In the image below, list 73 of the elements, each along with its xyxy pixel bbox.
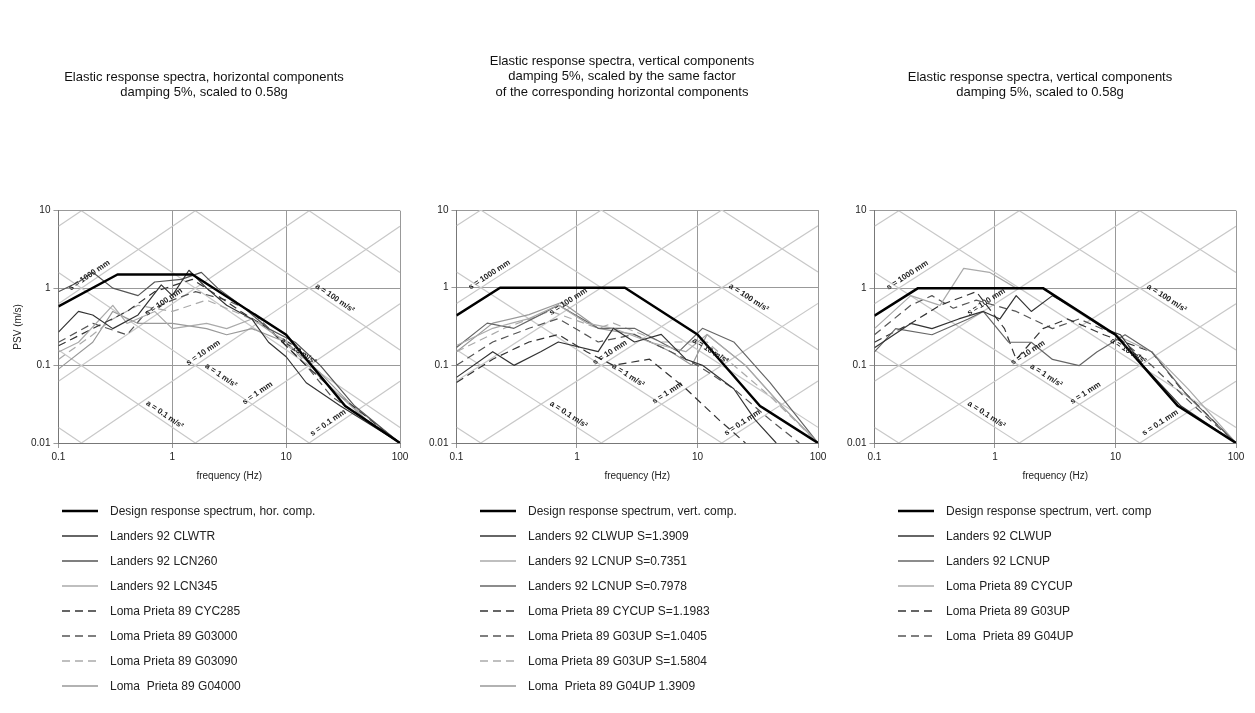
y-tick-label: 0.01 (30, 436, 51, 448)
annotation: s = 100 mm (965, 286, 1007, 318)
legend-label: Loma Prieta 89 G03UP S=1.0405 (528, 628, 707, 643)
annotation: s = 0.1 mm (308, 407, 348, 438)
annotation: a = 0.1 m/s² (548, 398, 590, 431)
annotation: a = 0.1 m/s² (144, 398, 186, 431)
legend-label: Loma Prieta 89 G04000 (110, 678, 241, 693)
annotation: s = 0.1 mm (1140, 407, 1180, 438)
x-tick-label: 0.1 (51, 450, 66, 462)
x-tick-label: 0.1 (867, 450, 882, 462)
legend-label: Loma Prieta 89 G04UP 1.3909 (528, 678, 696, 693)
legend-label: Design response spectrum, vert. comp. (528, 503, 737, 518)
x-axis-title: frequency (Hz) (196, 469, 263, 481)
y-tick-label: 10 (39, 204, 51, 216)
legend-label: Loma Prieta 89 G03090 (110, 653, 238, 668)
annotation: s = 1 mm (1068, 379, 1103, 406)
legend-label: Landers 92 LCN260 (110, 553, 218, 568)
legend-label: Landers 92 LCNUP (946, 553, 1051, 568)
y-tick-label: 1 (44, 281, 51, 293)
legend-label: Design response spectrum, hor. comp. (110, 503, 316, 518)
x-tick-label: 100 (1227, 450, 1245, 462)
x-tick-label: 10 (1109, 450, 1122, 462)
annotation: s = 100 mm (143, 285, 184, 318)
annotation: s = 100 mm (547, 285, 589, 317)
annotation: a = 1 m/s² (610, 361, 647, 390)
x-tick-label: 1 (574, 450, 581, 462)
chart-title: Elastic response spectra, vertical components damping 5%, scaled by the same factor of the corresponding horizontal components (489, 52, 755, 99)
y-tick-label: 0.1 (852, 359, 867, 371)
x-tick-label: 1 (169, 450, 176, 462)
y-tick-label: 1 (442, 281, 449, 293)
annotation: s = 1000 mm (466, 257, 512, 292)
y-tick-label: 1 (860, 281, 867, 293)
legend-label: Landers 92 CLWUP S=1.3909 (528, 528, 689, 543)
annotation: s = 0.1 mm (722, 407, 762, 438)
annotation: a = 0.1 m/s² (966, 398, 1008, 431)
x-tick-label: 100 (809, 450, 827, 462)
y-axis-title: PSV (m/s) (11, 304, 23, 350)
legend-label: Landers 92 LCNUP S=0.7978 (528, 578, 687, 593)
chart-title: Elastic response spectra, horizontal components damping 5%, scaled to 0.58g (64, 68, 345, 100)
chart-title: Elastic response spectra, vertical components damping 5%, scaled to 0.58g (907, 68, 1173, 100)
annotation: s = 1 mm (650, 379, 685, 406)
y-tick-label: 0.1 (36, 359, 51, 371)
annotation: a = 1 m/s² (1028, 361, 1065, 390)
x-tick-label: 100 (391, 450, 409, 462)
annotation: a = 100 m/s² (1145, 281, 1189, 315)
x-tick-label: 0.1 (449, 450, 464, 462)
y-tick-label: 0.01 (846, 436, 867, 448)
x-axis-title: frequency (Hz) (604, 469, 671, 481)
annotation: a = 100 m/s² (727, 281, 771, 314)
legend-label: Loma Prieta 89 CYCUP S=1.1983 (528, 603, 710, 618)
annotation: s = 1 mm (240, 379, 275, 407)
legend-label: Loma Prieta 89 CYC285 (110, 603, 241, 618)
y-tick-label: 0.1 (434, 359, 449, 371)
legend-label: Landers 92 CLWTR (110, 528, 216, 543)
y-tick-label: 10 (855, 204, 867, 216)
x-tick-label: 10 (280, 450, 293, 462)
legend-label: Loma Prieta 89 G04UP (946, 628, 1074, 643)
legend-label: Loma Prieta 89 G03000 (110, 628, 238, 643)
annotation: a = 10 m/s² (690, 335, 731, 366)
legend-label: Loma Prieta 89 CYCUP (946, 578, 1073, 593)
legend-label: Landers 92 CLWUP (946, 528, 1052, 543)
x-tick-label: 10 (691, 450, 704, 462)
x-tick-label: 1 (992, 450, 999, 462)
legend-label: Design response spectrum, vert. comp (946, 503, 1152, 518)
legend-label: Loma Prieta 89 G03UP S=1.5804 (528, 653, 707, 668)
y-tick-label: 0.01 (428, 436, 449, 448)
legend-label: Landers 92 LCN345 (110, 578, 218, 593)
legend-label: Loma Prieta 89 G03UP (946, 603, 1071, 618)
legend-label: Landers 92 LCNUP S=0.7351 (528, 553, 687, 568)
annotation: a = 100 m/s² (313, 281, 357, 315)
annotation: a = 1 m/s² (203, 361, 240, 390)
x-axis-title: frequency (Hz) (1022, 469, 1089, 481)
y-tick-label: 10 (437, 203, 449, 215)
